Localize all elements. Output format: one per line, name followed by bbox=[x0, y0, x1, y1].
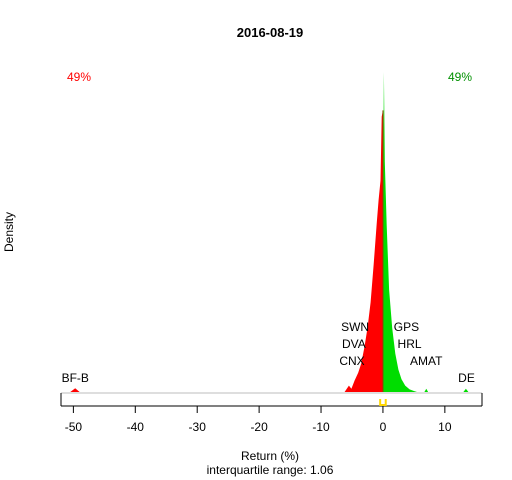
ticker-label: BF-B bbox=[62, 371, 89, 385]
iqr-subtitle: interquartile range: 1.06 bbox=[207, 463, 334, 477]
density-areas bbox=[70, 72, 469, 393]
ticker-label: SWN bbox=[341, 320, 369, 334]
x-axis: -50 -40 -30 -20 -10 0 10 bbox=[60, 392, 483, 434]
y-axis-label: Density bbox=[2, 212, 16, 252]
ticker-label: DVA bbox=[342, 337, 366, 351]
x-tick-label: -40 bbox=[127, 420, 145, 434]
x-tick-label: -10 bbox=[312, 420, 330, 434]
x-tick-label: 0 bbox=[380, 420, 387, 434]
ticker-label: CNX bbox=[339, 354, 364, 368]
ticker-annotations: SWN DVA CNX GPS HRL AMAT DE BF-B bbox=[62, 320, 475, 385]
x-axis-label: Return (%) bbox=[241, 449, 299, 463]
ticker-label: DE bbox=[458, 371, 475, 385]
negative-density-area bbox=[70, 110, 383, 393]
ticker-label: AMAT bbox=[410, 354, 443, 368]
x-tick-label: 10 bbox=[438, 420, 452, 434]
positive-density-area bbox=[382, 72, 469, 392]
ticker-label: HRL bbox=[398, 337, 422, 351]
x-tick-label: -50 bbox=[65, 420, 83, 434]
chart-title: 2016-08-19 bbox=[237, 25, 304, 40]
x-tick-label: -20 bbox=[250, 420, 268, 434]
iqr-prefix: interquartile range: bbox=[207, 463, 310, 477]
x-tick-label: -30 bbox=[189, 420, 207, 434]
negative-share-label: 49% bbox=[67, 70, 91, 84]
iqr-value: 1.06 bbox=[310, 463, 334, 477]
positive-share-label: 49% bbox=[448, 70, 472, 84]
ticker-label: GPS bbox=[394, 320, 419, 334]
